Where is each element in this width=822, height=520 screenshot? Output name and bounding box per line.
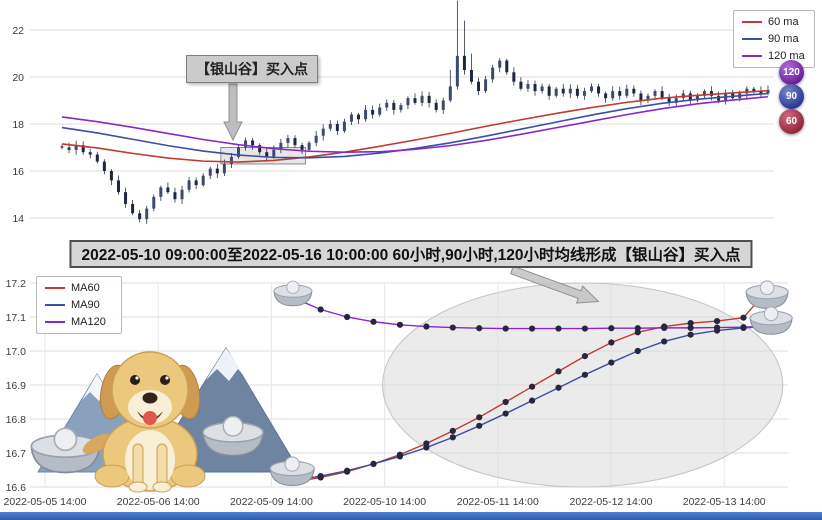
svg-text:2022-05-05 14:00: 2022-05-05 14:00 xyxy=(4,496,87,508)
legend-label-ma120: MA120 xyxy=(71,316,106,328)
ma90-line-swatch xyxy=(45,304,65,306)
svg-text:20: 20 xyxy=(12,72,24,84)
legend-label-ma60: MA60 xyxy=(71,282,100,294)
svg-text:17.1: 17.1 xyxy=(6,312,27,324)
svg-text:14: 14 xyxy=(12,213,24,225)
bottom-bar xyxy=(0,512,822,520)
ma90-badge: 90 xyxy=(779,84,804,109)
candlestick-chart: 22 20 18 16 14 xyxy=(12,0,774,225)
legend-item-60ma: 60 ma xyxy=(742,16,806,28)
ma60-line-swatch xyxy=(742,21,762,23)
top-chart-legend: 60 ma 90 ma 120 ma xyxy=(733,10,815,68)
ma90-line-swatch xyxy=(742,38,762,40)
svg-text:2022-05-12 14:00: 2022-05-12 14:00 xyxy=(570,496,653,508)
svg-text:22: 22 xyxy=(12,25,24,37)
bottom-chart-legend: MA60 MA90 MA120 xyxy=(36,276,122,334)
legend-label-60ma: 60 ma xyxy=(768,16,799,28)
buy-point-annotation: 【银山谷】买入点 xyxy=(186,55,318,83)
svg-text:16.7: 16.7 xyxy=(6,448,27,460)
svg-text:17.0: 17.0 xyxy=(6,346,27,358)
svg-text:2022-05-06 14:00: 2022-05-06 14:00 xyxy=(117,496,200,508)
svg-text:17.2: 17.2 xyxy=(6,278,27,290)
svg-text:18: 18 xyxy=(12,119,24,131)
summary-banner: 2022-05-10 09:00:00至2022-05-16 10:00:00 … xyxy=(69,240,753,268)
ma120-line-swatch xyxy=(45,321,65,323)
svg-text:2022-05-11 14:00: 2022-05-11 14:00 xyxy=(457,496,539,508)
legend-item-ma120: MA120 xyxy=(45,316,113,328)
legend-label-ma90: MA90 xyxy=(71,299,100,311)
legend-item-90ma: 90 ma xyxy=(742,33,806,45)
pointer-arrow-icon xyxy=(509,268,600,304)
svg-text:16.6: 16.6 xyxy=(6,482,27,494)
svg-text:16: 16 xyxy=(12,166,24,178)
legend-label-120ma: 120 ma xyxy=(768,50,805,62)
svg-text:2022-05-10 14:00: 2022-05-10 14:00 xyxy=(343,496,426,508)
ma60-line-swatch xyxy=(45,287,65,289)
legend-item-ma60: MA60 xyxy=(45,282,113,294)
down-arrow-icon xyxy=(223,83,243,142)
legend-item-120ma: 120 ma xyxy=(742,50,806,62)
ma60-badge: 60 xyxy=(779,109,804,134)
svg-text:16.9: 16.9 xyxy=(6,380,27,392)
ma120-badge: 120 xyxy=(779,60,804,85)
legend-item-ma90: MA90 xyxy=(45,299,113,311)
svg-text:2022-05-13 14:00: 2022-05-13 14:00 xyxy=(683,496,766,508)
svg-text:16.8: 16.8 xyxy=(6,414,27,426)
legend-label-90ma: 90 ma xyxy=(768,33,799,45)
svg-text:2022-05-09 14:00: 2022-05-09 14:00 xyxy=(230,496,313,508)
ma-line-chart: 17.2 17.1 17.0 16.9 16.8 16.7 16.6 2022-05-05 1… xyxy=(4,268,788,508)
ma120-line-swatch xyxy=(742,55,762,57)
